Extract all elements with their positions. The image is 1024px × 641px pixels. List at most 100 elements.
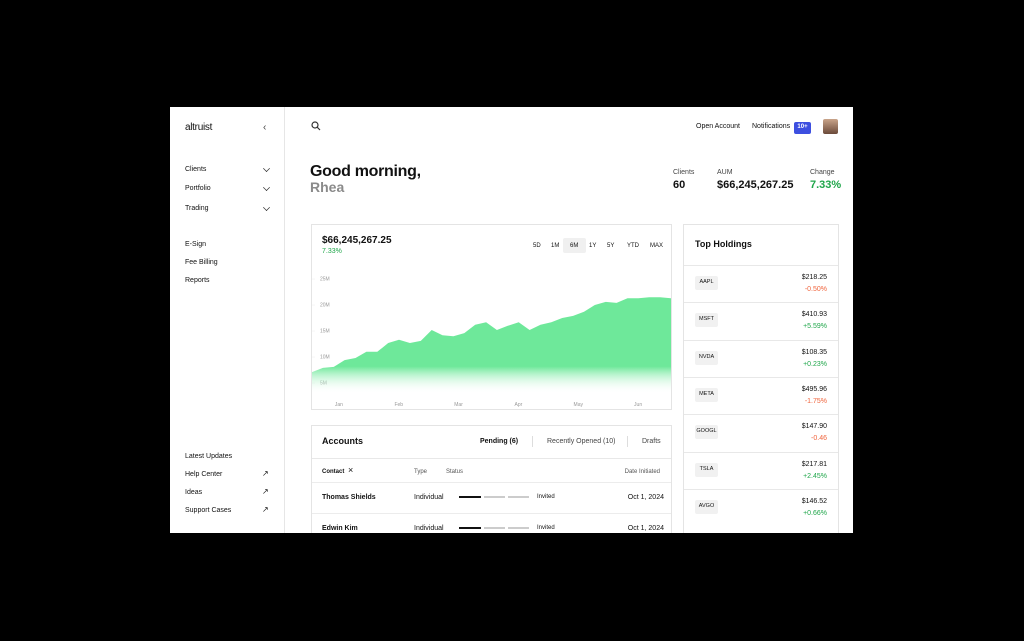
tab[interactable]: Drafts (642, 438, 661, 445)
progress-step (484, 527, 505, 529)
open-account-button[interactable]: Open Account (696, 123, 740, 130)
row-divider (684, 414, 838, 416)
row-divider (684, 376, 838, 378)
x-tick-label: Feb (394, 402, 403, 408)
progress-step (484, 496, 505, 498)
symbol: MSFT (699, 316, 714, 323)
stat-value: 7.33% (810, 179, 842, 191)
column-header: Status (446, 469, 464, 475)
footer-link[interactable]: Ideas (185, 489, 203, 496)
y-tick-label: 10M (320, 354, 330, 360)
change: +2.45% (803, 472, 827, 480)
change: +0.23% (803, 360, 827, 368)
progress-step (508, 496, 529, 498)
x-tick-label: Mar (454, 402, 463, 408)
accounts-title: Accounts (322, 436, 364, 446)
account-type: Individual (414, 494, 444, 501)
collapse-icon[interactable]: ‹ (263, 122, 267, 133)
nav-item[interactable]: Portfolio (185, 185, 211, 192)
y-tick-label: 20M (320, 302, 330, 308)
symbol-chip (695, 276, 718, 290)
row-divider (312, 513, 671, 514)
arrow-icon: ↗ (262, 487, 269, 496)
symbol-chip (695, 387, 718, 402)
x-tick-label: Jan (335, 402, 343, 408)
nav-link[interactable]: Fee Billing (185, 259, 218, 266)
range-button[interactable]: 5D (533, 243, 541, 249)
badge-bg (794, 122, 811, 134)
range-button[interactable]: 1Y (589, 243, 597, 249)
footer-link[interactable]: Support Cases (185, 507, 232, 514)
tab[interactable]: Pending (6) (480, 438, 519, 445)
range-button[interactable]: 6M (570, 243, 579, 249)
stat-value: 60 (673, 179, 686, 191)
stat-label: Change (810, 169, 835, 176)
symbol: GOOGL (696, 428, 717, 435)
row-divider (684, 339, 838, 341)
price: $218.25 (801, 274, 827, 281)
brand: altruist (185, 122, 213, 133)
status: Invited (537, 494, 555, 500)
tab-divider (532, 436, 533, 447)
footer-link[interactable]: Help Center (185, 471, 223, 478)
greeting: Good morning, (310, 163, 421, 180)
symbol: AAPL (699, 279, 714, 285)
symbol-chip (695, 313, 718, 328)
symbol: META (699, 390, 714, 397)
nav-link[interactable]: Reports (185, 277, 210, 284)
symbol-chip (695, 462, 718, 477)
column-header: Date Initiated (624, 469, 660, 475)
date: Oct 1, 2024 (627, 525, 664, 532)
notification-badge: 10+ (797, 124, 808, 130)
holdings-title: Top Holdings (695, 239, 752, 249)
symbol: TSLA (699, 465, 714, 472)
chevron-icon (263, 204, 270, 211)
row-divider (684, 302, 838, 304)
progress-done (459, 496, 481, 498)
y-tick-label: 25M (320, 276, 330, 282)
change: -0.50% (804, 286, 827, 293)
stat-value: $66,245,267.25 (717, 179, 794, 191)
account-type: Individual (414, 525, 444, 532)
contact-name[interactable]: Thomas Shields (322, 494, 376, 501)
range-button[interactable]: MAX (650, 243, 664, 249)
symbol-chip (695, 350, 718, 365)
nav-item[interactable]: Trading (185, 205, 209, 212)
user-name: Rhea (310, 179, 345, 195)
range-button[interactable]: 5Y (607, 243, 615, 249)
range-button[interactable]: YTD (627, 243, 639, 249)
price: $108.35 (801, 348, 827, 356)
column-header: Contact (322, 469, 345, 475)
date: Oct 1, 2024 (627, 494, 664, 501)
row-divider (684, 451, 838, 453)
clear-icon: × (348, 465, 354, 475)
tab[interactable]: Recently Opened (10) (547, 438, 616, 445)
change: +5.59% (803, 323, 827, 331)
range-button[interactable]: 1M (551, 243, 560, 249)
change: +0.66% (803, 509, 827, 517)
nav-link[interactable]: E-Sign (185, 241, 207, 248)
x-tick-label: Apr (515, 402, 523, 408)
row-divider (684, 265, 838, 266)
row-divider (312, 482, 671, 483)
price: $495.96 (801, 385, 827, 393)
price: $217.81 (801, 460, 827, 468)
chart-value: $66,245,267.25 (322, 235, 392, 246)
nav-item[interactable]: Clients (185, 166, 207, 173)
column-header: Type (414, 469, 428, 475)
contact-name[interactable]: Edwin Kim (322, 525, 358, 532)
sidebar-divider (284, 107, 285, 533)
status: Invited (537, 525, 555, 531)
notifications-button[interactable]: Notifications (752, 123, 791, 130)
footer-link[interactable]: Latest Updates (185, 453, 233, 460)
chevron-icon (263, 184, 270, 191)
chart-change: 7.33% (322, 248, 342, 255)
chevron-icon (263, 165, 270, 172)
area (312, 297, 671, 394)
progress-step (508, 527, 529, 529)
search-icon[interactable] (311, 121, 321, 131)
holdings-card (683, 224, 839, 533)
arrow-icon: ↗ (262, 469, 269, 478)
avatar[interactable] (823, 119, 838, 134)
accounts-card (311, 425, 672, 533)
